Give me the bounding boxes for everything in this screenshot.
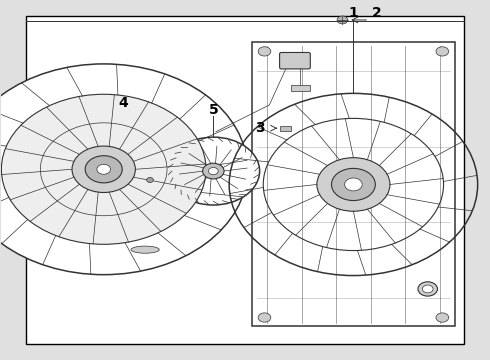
Bar — [280, 126, 291, 131]
Ellipse shape — [131, 246, 159, 253]
Text: 1: 1 — [348, 6, 358, 20]
Circle shape — [436, 313, 449, 322]
Circle shape — [344, 178, 362, 191]
Circle shape — [436, 47, 449, 56]
Circle shape — [85, 156, 122, 183]
Circle shape — [258, 47, 271, 56]
Circle shape — [208, 167, 218, 175]
Circle shape — [418, 282, 438, 296]
Circle shape — [167, 137, 260, 205]
Circle shape — [1, 94, 206, 244]
Circle shape — [337, 16, 348, 24]
Circle shape — [0, 64, 247, 275]
Text: 4: 4 — [118, 96, 128, 110]
Bar — [26, 16, 464, 344]
Circle shape — [317, 158, 390, 211]
Circle shape — [258, 313, 271, 322]
Circle shape — [422, 285, 433, 293]
Text: 5: 5 — [208, 103, 218, 117]
Circle shape — [97, 164, 111, 174]
Circle shape — [147, 177, 153, 183]
Circle shape — [72, 146, 135, 193]
Text: 2: 2 — [372, 6, 381, 20]
FancyBboxPatch shape — [280, 53, 310, 69]
Text: 3: 3 — [255, 121, 265, 135]
Bar — [252, 42, 455, 327]
Circle shape — [331, 168, 375, 201]
Bar — [291, 85, 310, 91]
Circle shape — [202, 163, 224, 179]
